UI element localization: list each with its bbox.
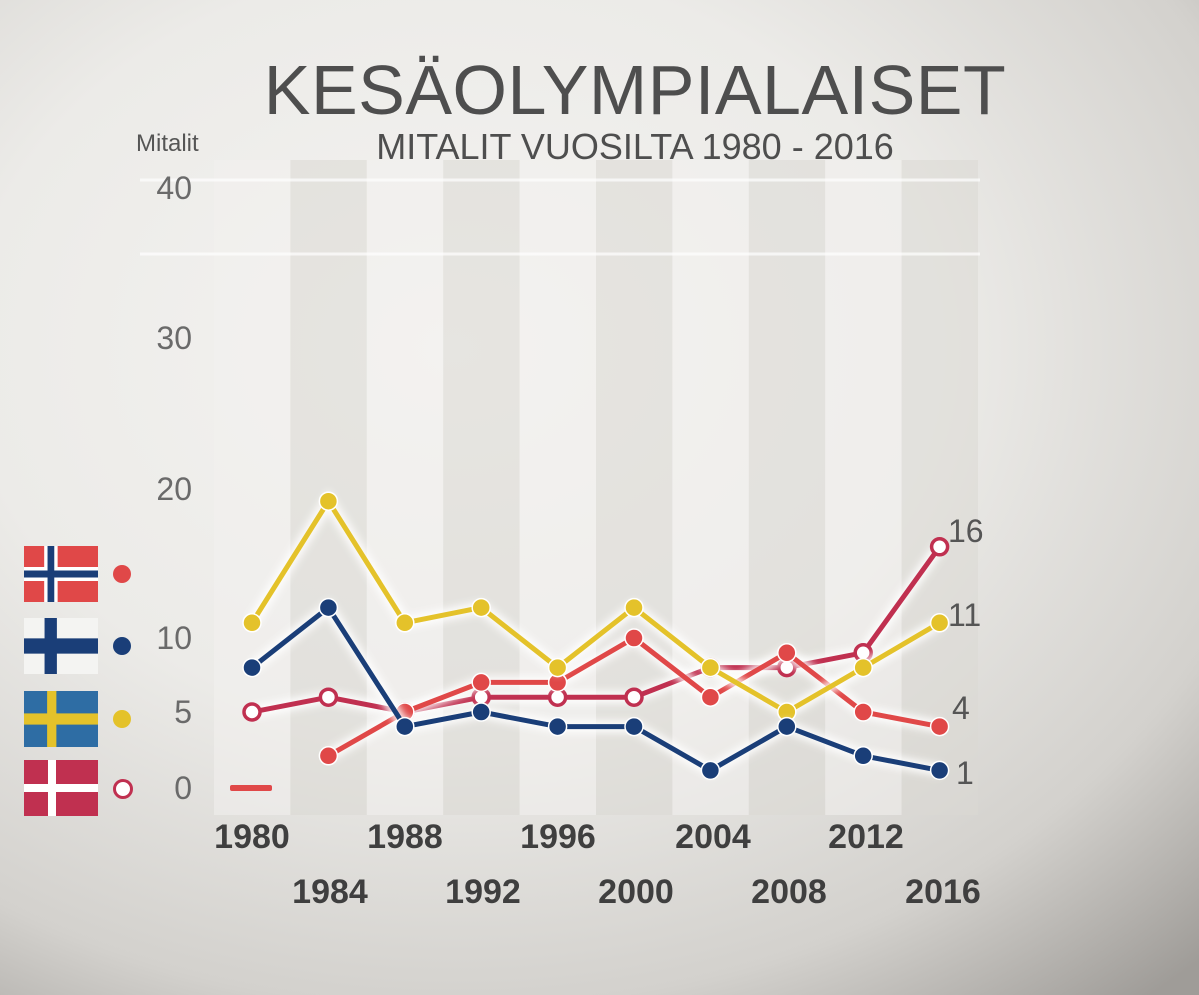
y-axis-label: Mitalit xyxy=(136,130,199,157)
series-sweden xyxy=(242,489,950,722)
point-denmark-2000 xyxy=(624,687,644,707)
finland-flag-icon xyxy=(24,618,98,674)
point-norway-1992 xyxy=(471,672,491,693)
point-norway-2008 xyxy=(777,643,797,663)
x-tick-1984: 1984 xyxy=(292,873,368,911)
y-tick-30: 30 xyxy=(156,320,192,356)
point-norway-2016 xyxy=(929,716,950,737)
legend-value-0: 0 xyxy=(174,770,192,806)
point-sweden-1980 xyxy=(242,613,262,633)
end-label-denmark: 16 xyxy=(948,513,984,549)
band-2004 xyxy=(672,160,749,815)
legend-value-10: 10 xyxy=(156,620,192,656)
series-finland-line xyxy=(250,605,941,773)
band-2000 xyxy=(596,160,673,815)
band-1984 xyxy=(290,160,367,815)
chart-title: KESÄOLYMPIALAISET xyxy=(263,51,1007,129)
point-norway-2012 xyxy=(853,702,873,722)
point-sweden-1984 xyxy=(318,491,339,511)
end-label-sweden: 11 xyxy=(948,597,982,633)
x-tick-2000: 2000 xyxy=(598,873,674,911)
x-tick-2012: 2012 xyxy=(828,818,904,856)
denmark-flag-icon xyxy=(24,760,98,816)
sweden-flag-icon xyxy=(24,691,98,747)
point-finland-1984 xyxy=(318,597,339,618)
point-sweden-1996 xyxy=(547,657,568,678)
point-finland-1996 xyxy=(547,716,568,737)
end-label-finland: 1 xyxy=(956,755,974,791)
point-sweden-2004 xyxy=(700,657,721,678)
point-denmark-1984 xyxy=(318,687,339,707)
point-denmark-1980 xyxy=(242,702,262,722)
point-sweden-1992 xyxy=(471,597,491,618)
x-tick-1992: 1992 xyxy=(445,873,521,911)
x-tick-1996: 1996 xyxy=(520,818,596,856)
horizontal-gridlines xyxy=(140,178,980,256)
finland-marker-icon xyxy=(113,637,131,655)
point-sweden-2012 xyxy=(853,657,873,678)
point-finland-2004 xyxy=(700,760,721,781)
point-norway-2000 xyxy=(624,628,644,648)
point-finland-2008 xyxy=(777,716,797,737)
x-tick-2016: 2016 xyxy=(905,873,981,911)
point-sweden-2000 xyxy=(624,597,644,618)
end-label-norway: 4 xyxy=(952,690,970,726)
point-finland-2000 xyxy=(624,716,644,737)
denmark-marker-icon xyxy=(113,779,133,799)
point-denmark-2016 xyxy=(929,537,950,557)
band-2016 xyxy=(901,160,978,815)
point-finland-1980 xyxy=(242,657,262,678)
series-layer xyxy=(242,489,950,781)
series-finland xyxy=(242,597,950,781)
point-finland-2016 xyxy=(929,760,950,781)
point-sweden-1988 xyxy=(395,613,415,633)
point-finland-2012 xyxy=(853,746,873,766)
x-tick-1980: 1980 xyxy=(214,818,290,856)
y-tick-20: 20 xyxy=(156,471,192,507)
norway-marker-icon xyxy=(113,565,131,583)
x-tick-2008: 2008 xyxy=(751,873,827,911)
point-finland-1992 xyxy=(471,702,491,722)
x-tick-2004: 2004 xyxy=(675,818,751,856)
series-denmark xyxy=(242,537,950,722)
point-finland-1988 xyxy=(395,716,415,737)
point-sweden-2016 xyxy=(929,613,950,633)
point-norway-2004 xyxy=(700,687,721,707)
legend-value-5: 5 xyxy=(174,694,192,730)
series-sweden-line xyxy=(249,498,941,715)
zero-dash-icon xyxy=(230,785,272,791)
series-denmark-line xyxy=(251,545,942,715)
x-tick-1988: 1988 xyxy=(367,818,443,856)
chart-subtitle: MITALIT VUOSILTA 1980 - 2016 xyxy=(376,126,894,167)
sweden-marker-icon xyxy=(113,710,131,728)
point-norway-1984 xyxy=(318,746,339,766)
norway-flag-icon xyxy=(24,546,98,602)
y-tick-40: 40 xyxy=(156,170,192,206)
